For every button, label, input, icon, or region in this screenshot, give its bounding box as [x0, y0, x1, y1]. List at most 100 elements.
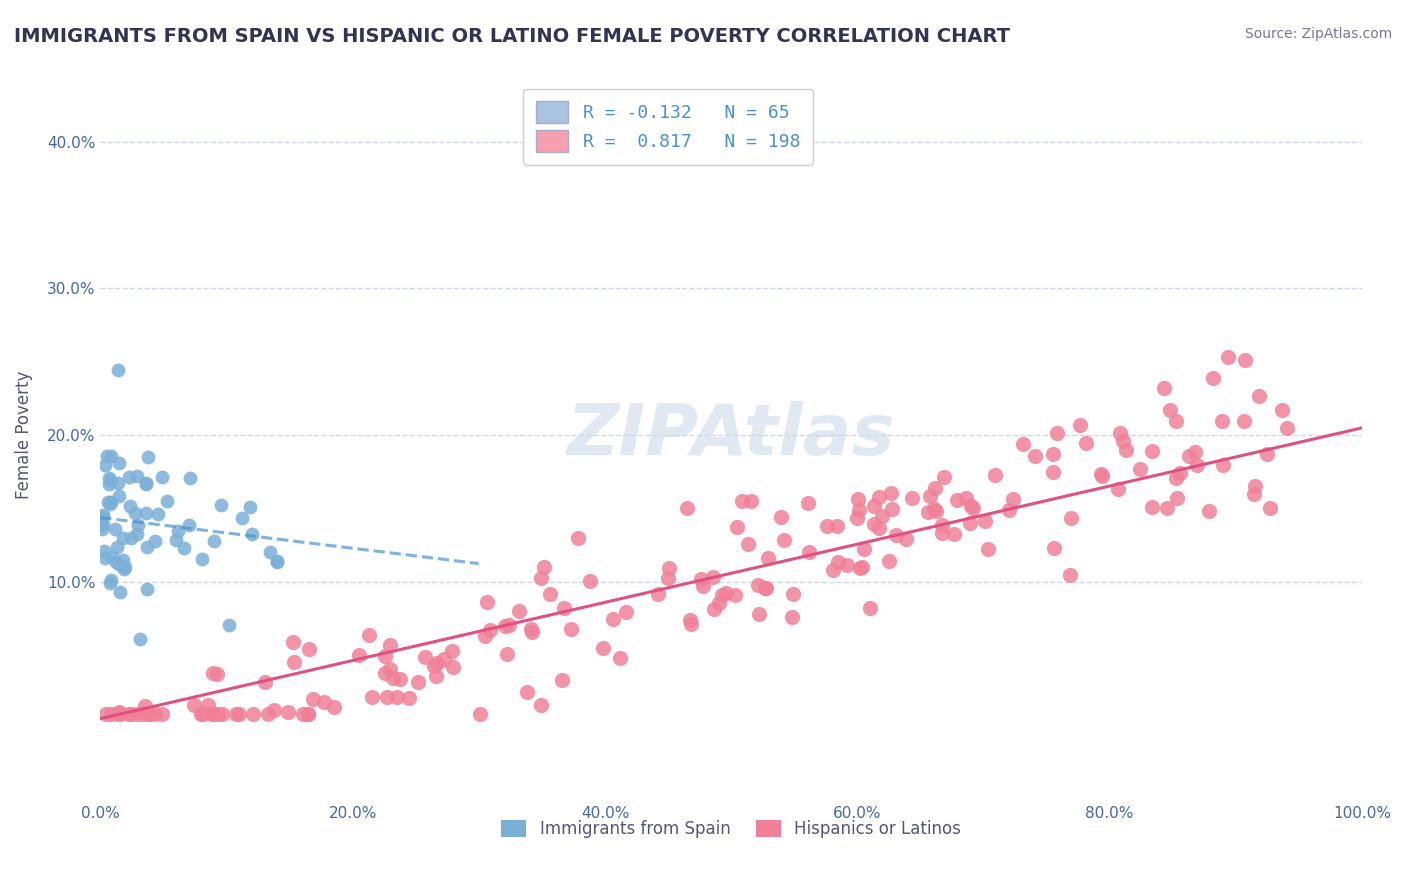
Point	[997, 502, 1019, 516]
Point	[120, 706, 142, 721]
Point	[770, 510, 793, 524]
Point	[377, 690, 399, 704]
Point	[657, 571, 679, 585]
Point	[1043, 541, 1066, 556]
Point	[281, 634, 304, 648]
Point	[845, 510, 868, 524]
Point	[173, 541, 195, 555]
Point	[135, 582, 157, 597]
Point	[357, 628, 380, 642]
Point	[93, 543, 115, 558]
Point	[560, 622, 582, 636]
Point	[301, 691, 323, 706]
Point	[100, 497, 122, 511]
Point	[1164, 414, 1187, 428]
Point	[942, 527, 965, 541]
Point	[870, 509, 893, 524]
Point	[567, 531, 589, 545]
Point	[108, 585, 131, 599]
Point	[1109, 425, 1132, 440]
Point	[815, 519, 838, 533]
Point	[1107, 482, 1129, 496]
Point	[931, 526, 953, 541]
Point	[520, 625, 543, 640]
Point	[731, 494, 754, 508]
Point	[100, 706, 122, 721]
Point	[179, 471, 201, 485]
Point	[96, 706, 118, 721]
Point	[1185, 458, 1208, 472]
Point	[91, 522, 114, 536]
Point	[1256, 447, 1278, 461]
Point	[441, 644, 464, 658]
Point	[205, 667, 228, 681]
Point	[868, 521, 890, 535]
Point	[479, 623, 502, 637]
Point	[530, 698, 553, 713]
Point	[1243, 486, 1265, 500]
Point	[1247, 388, 1270, 402]
Point	[1024, 449, 1046, 463]
Point	[780, 610, 803, 624]
Point	[1216, 350, 1239, 364]
Point	[104, 522, 127, 536]
Point	[107, 557, 129, 571]
Point	[973, 514, 995, 528]
Point	[292, 706, 315, 721]
Point	[136, 540, 159, 554]
Point	[259, 545, 281, 559]
Point	[129, 632, 152, 646]
Point	[516, 685, 538, 699]
Point	[228, 706, 250, 721]
Point	[946, 492, 969, 507]
Point	[754, 582, 776, 596]
Point	[190, 552, 212, 566]
Point	[136, 450, 159, 465]
Point	[283, 655, 305, 669]
Point	[1233, 414, 1256, 428]
Point	[101, 549, 124, 564]
Point	[932, 470, 955, 484]
Point	[553, 601, 575, 615]
Point	[755, 581, 778, 595]
Point	[125, 706, 148, 721]
Point	[207, 706, 229, 721]
Point	[707, 596, 730, 610]
Point	[477, 595, 499, 609]
Point	[962, 501, 984, 516]
Point	[1164, 470, 1187, 484]
Point	[426, 656, 449, 670]
Point	[1233, 353, 1256, 368]
Point	[190, 706, 212, 721]
Point	[118, 706, 141, 721]
Point	[1258, 500, 1281, 515]
Point	[1069, 418, 1091, 433]
Point	[1153, 381, 1175, 395]
Point	[1178, 449, 1201, 463]
Point	[678, 614, 700, 628]
Point	[254, 675, 277, 690]
Point	[880, 486, 903, 500]
Point	[609, 651, 631, 665]
Point	[853, 541, 876, 556]
Point	[917, 505, 939, 519]
Point	[297, 706, 319, 721]
Point	[312, 695, 335, 709]
Point	[959, 516, 981, 531]
Point	[690, 572, 713, 586]
Point	[91, 509, 114, 524]
Point	[94, 550, 117, 565]
Point	[984, 467, 1007, 482]
Point	[148, 507, 170, 521]
Point	[211, 706, 233, 721]
Point	[298, 641, 321, 656]
Point	[880, 501, 903, 516]
Point	[756, 551, 779, 566]
Point	[231, 511, 253, 525]
Point	[901, 491, 924, 505]
Point	[108, 456, 131, 470]
Point	[955, 491, 977, 505]
Point	[381, 671, 404, 685]
Point	[107, 476, 129, 491]
Point	[716, 586, 738, 600]
